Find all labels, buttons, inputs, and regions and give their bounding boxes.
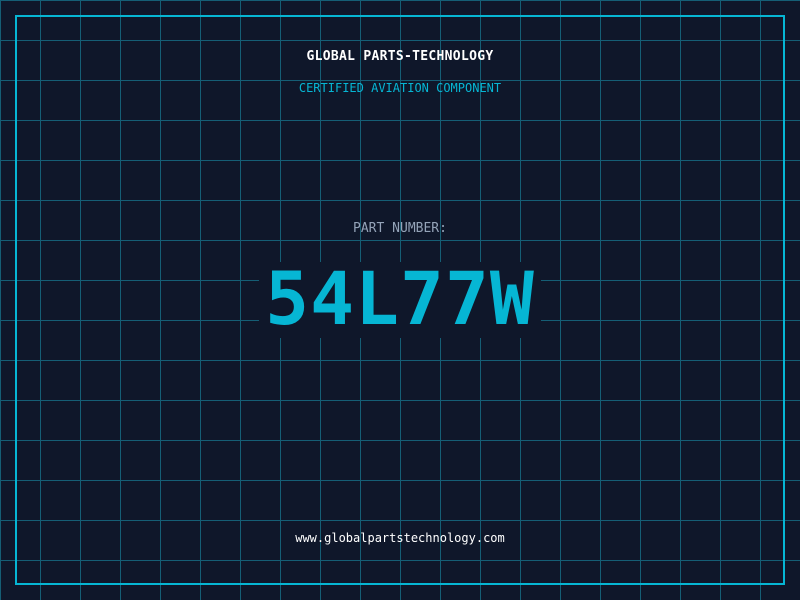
certification-subtitle: CERTIFIED AVIATION COMPONENT <box>298 81 502 95</box>
company-name: GLOBAL PARTS-TECHNOLOGY <box>306 49 494 64</box>
border-frame <box>15 15 785 585</box>
website-url: www.globalpartstechnology.com <box>295 531 505 545</box>
part-number-value: 54L77W <box>259 262 541 338</box>
part-number-label: PART NUMBER: <box>353 221 447 236</box>
